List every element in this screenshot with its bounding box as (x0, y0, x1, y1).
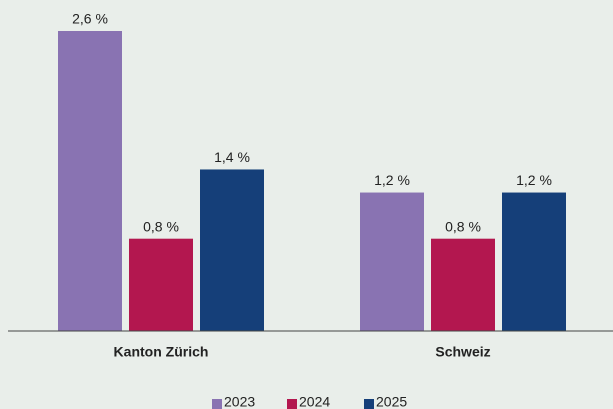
value-label: 1,2 % (516, 172, 552, 188)
value-label: 1,2 % (374, 172, 410, 188)
legend-label: 2025 (376, 394, 407, 409)
bar (360, 192, 424, 331)
value-label: 2,6 % (72, 11, 108, 27)
legend-swatch (364, 399, 374, 409)
x-tick-label: Schweiz (435, 344, 490, 360)
x-tick-label: Kanton Zürich (114, 344, 209, 360)
bar (200, 169, 264, 331)
legend-swatch (212, 399, 222, 409)
bar (502, 192, 566, 331)
bar (129, 238, 193, 331)
bar (431, 238, 495, 331)
legend-label: 2024 (299, 394, 330, 409)
value-label: 0,8 % (445, 218, 481, 234)
value-label: 1,4 % (214, 149, 250, 165)
value-label: 0,8 % (143, 218, 179, 234)
bar (58, 31, 122, 331)
legend-label: 2023 (224, 394, 255, 409)
legend-swatch (287, 399, 297, 409)
